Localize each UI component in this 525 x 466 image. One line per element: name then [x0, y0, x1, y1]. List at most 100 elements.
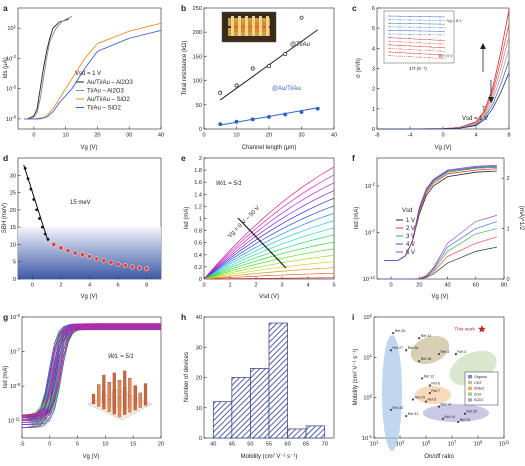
inset-point-c	[389, 47, 391, 49]
ref-point-i	[418, 336, 421, 340]
series-line-a-0	[24, 18, 69, 120]
legend-f: 1 V 2 V 3 V 4 V 5 V	[396, 218, 415, 256]
x-ticks-i: 101 103 105 107 109 1011	[370, 435, 510, 448]
ref-point-i	[411, 398, 415, 401]
data-point-d	[35, 208, 39, 212]
x-axis-label-c: Vg (V)	[434, 145, 451, 151]
curve-g	[21, 325, 161, 423]
inset-bar-g	[133, 385, 137, 411]
x-tick-label-g: 15	[130, 442, 136, 448]
inset-line-c	[387, 48, 446, 52]
panel-letter-h: h	[181, 312, 186, 322]
annotation-15mev: 15 meV	[70, 200, 91, 206]
x-tick-label-i: 103	[396, 439, 405, 447]
x-axis-label-a: Vg (V)	[80, 145, 97, 151]
y-tick-label-f: 10-2	[365, 182, 376, 190]
data-point-d	[72, 250, 78, 256]
series-line-a-3	[24, 29, 162, 120]
histogram-bar-h-4	[287, 428, 307, 439]
ref-label-i: Ref.27	[392, 346, 403, 350]
data-point-d	[87, 254, 92, 259]
axes-frame-a	[17, 7, 162, 130]
y-axis-label-d: SBH (meV)	[2, 203, 8, 233]
x-tick-label-h: 60	[284, 442, 290, 448]
ref-point-i	[428, 384, 432, 387]
y-ticks-d: 0 5 10 15 20 25 30	[10, 173, 21, 283]
series-line-a-2	[24, 22, 162, 120]
y-tick-label-g: 10-9	[10, 382, 21, 390]
y-tick-label-e: 0.4	[194, 253, 202, 259]
y-tick-label-g: 10-11	[8, 417, 21, 425]
legend-swatch-i-4	[468, 398, 472, 402]
inset-point-c	[409, 15, 411, 17]
inset-point-c	[389, 40, 391, 42]
this-work-label-i: This work	[454, 327, 475, 333]
panel-letter-b: b	[181, 3, 186, 13]
data-point-d	[129, 264, 135, 270]
data-point-b-1	[234, 119, 239, 124]
inset-point-c	[399, 33, 401, 35]
x-tick-label-i: 109	[474, 439, 483, 447]
inset-point-c	[419, 56, 421, 58]
curve-g	[21, 323, 161, 420]
reference-points-i: Ref.26 Ref.27 Ref.13 Ref.28 Ref.18 Ref.3 Ref.4…	[389, 324, 486, 424]
inset-point-c	[429, 53, 431, 55]
arrow-label-t: T	[482, 107, 486, 113]
y2-tick-label-f: 1	[507, 227, 510, 233]
ref-point-i	[418, 360, 421, 363]
ref-label-i: Ref.29	[415, 396, 426, 400]
x-tick-label-d: 0	[31, 283, 34, 289]
curve-e-12	[203, 197, 335, 280]
x-tick-label-a: 20	[94, 133, 100, 139]
inset-bar-g	[107, 399, 111, 412]
panel-a: a 0 10 20 30 40 10-8 10-5 10-2 101 Vg (V) Ids (…	[3, 3, 164, 151]
y-ticks-c: 0 1 2 3 4 5 6	[372, 6, 380, 133]
y-tick-label-e: 0.8	[194, 229, 202, 235]
curve-e-16	[203, 166, 335, 280]
category-regions-i	[382, 335, 497, 451]
x-ticks-d: 0 2 4 6 8	[31, 276, 148, 289]
y-tick-label-a: 10-8	[6, 115, 17, 123]
data-point-d	[79, 252, 85, 258]
y-tick-label-c: 1	[372, 107, 375, 113]
inset-point-c	[409, 19, 411, 21]
ref-label-i: Ref.3	[441, 350, 450, 354]
histogram-bar-h-2	[250, 368, 270, 439]
y-tick-label-h: 20	[196, 376, 202, 382]
x-axis-label-i: On/off ratio	[424, 454, 454, 460]
x-tick-label-f: 20	[416, 283, 422, 289]
inset-point-c	[409, 30, 411, 32]
inset-line-c	[387, 26, 446, 29]
inset-point-c	[409, 22, 411, 25]
panel-letter-c: c	[352, 3, 357, 13]
y-tick-label-b: 100	[193, 79, 202, 85]
data-point-d	[108, 259, 114, 265]
series-label-b-ti-au: @Ti/Au	[290, 42, 310, 48]
inset-point-c	[419, 15, 421, 18]
ref-point-i	[392, 331, 395, 335]
inset-point-c	[429, 16, 431, 18]
data-point-d	[51, 241, 57, 247]
inset-point-c	[439, 46, 441, 48]
y2-axis-label-f: (mA)^1/2	[518, 206, 524, 231]
inset-line-c	[387, 44, 446, 49]
x-tick-label-h: 40	[210, 442, 216, 448]
legend-title-a: Vsd = 1 V	[75, 71, 101, 77]
inset-point-c	[389, 51, 391, 53]
inset-point-c	[419, 45, 421, 47]
inset-line-c	[387, 33, 446, 36]
x-tick-label-f: 40	[444, 283, 450, 289]
y2-tick-label-f: 2	[507, 176, 510, 182]
y-tick-label-b: 50	[196, 103, 202, 109]
ref-point-i	[457, 420, 460, 424]
x-tick-label-g: 0	[48, 442, 51, 448]
inset-point-c	[399, 30, 401, 32]
inset-point-c	[419, 42, 421, 44]
data-point-b-1	[315, 106, 320, 111]
inset-point-c	[439, 43, 441, 45]
panel-letter-d: d	[3, 153, 8, 163]
inset-point-c	[419, 26, 421, 28]
curve-e-15	[203, 174, 335, 280]
panel-g: g -5 0 5 10 15 20 10-11 10-9 10-7 10-5 W/L = 5/1…	[3, 312, 164, 460]
inset-bar-g	[91, 393, 96, 405]
